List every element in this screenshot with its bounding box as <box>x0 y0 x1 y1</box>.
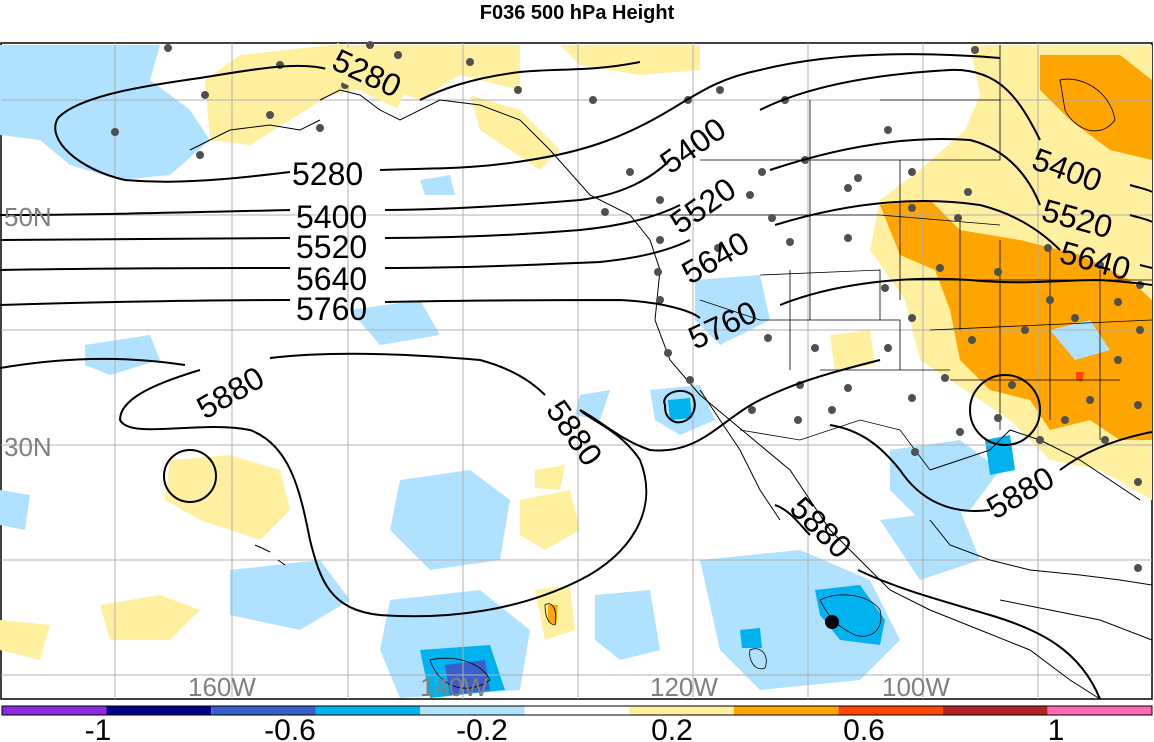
yellow-anomaly-region <box>100 595 200 640</box>
coastlines <box>189 89 1153 700</box>
yellow-anomaly-region <box>165 455 290 540</box>
anomaly-shading <box>0 45 1152 698</box>
yellow-anomaly-region <box>535 465 565 490</box>
colorbar-swatches <box>2 706 1152 715</box>
blue-anomaly-region <box>880 510 980 580</box>
map-title: F036 500 hPa Height <box>479 2 675 24</box>
blue-anomaly-region <box>668 398 692 420</box>
height-contours <box>0 53 1153 700</box>
lon-label-140w: 140W <box>420 672 488 700</box>
lat-label-30n: 30N <box>4 432 52 462</box>
colorbar-tick-label: 1 <box>1048 714 1065 742</box>
orange-anomaly-region <box>1040 55 1152 160</box>
colorbar-tick-label: -0.2 <box>456 714 508 742</box>
colorbar-swatch <box>733 706 839 715</box>
colorbar-swatch <box>1047 706 1152 715</box>
colorbar-swatch <box>524 706 630 715</box>
yellow-anomaly-region <box>830 330 875 370</box>
colorbar-swatch <box>106 706 211 715</box>
yellow-anomaly-region <box>470 95 560 170</box>
blue-anomaly-region <box>230 560 350 630</box>
blue-anomaly-region <box>740 628 762 648</box>
colorbar-tick-label: -0.6 <box>264 714 316 742</box>
station-dots <box>111 41 1144 572</box>
lon-label-160w: 160W <box>188 672 256 700</box>
axis-labels: 50N 30N 160W 140W 120W 100W <box>4 202 950 700</box>
colorbar-ticks: -1 -0.6 -0.2 0.2 0.6 1 <box>85 714 1065 742</box>
thin-contours <box>429 78 1116 689</box>
colorbar: -1 -0.6 -0.2 0.2 0.6 1 <box>1 705 1153 742</box>
colorbar-frame <box>1 705 1153 716</box>
yellow-anomaly-region <box>0 620 50 660</box>
colorbar-swatch <box>838 706 943 715</box>
colorbar-swatch <box>629 706 734 715</box>
colorbar-swatch <box>315 706 421 715</box>
colorbar-swatch <box>2 706 107 715</box>
yellow-anomaly-region <box>205 45 520 145</box>
colorbar-swatch <box>211 706 316 715</box>
blue-anomaly-region <box>85 335 160 375</box>
colorbar-swatch <box>420 706 525 715</box>
yellow-anomaly-region <box>520 490 580 550</box>
colorbar-swatch <box>942 706 1048 715</box>
contour-label: 5280 <box>292 156 363 192</box>
height-map: 5280 5280 5400 5520 5640 5760 5880 5880 … <box>0 41 1153 700</box>
marked-point <box>825 615 839 629</box>
blue-anomaly-region <box>390 470 510 570</box>
contour-label: 5760 <box>296 291 367 327</box>
lon-label-100w: 100W <box>882 672 950 700</box>
lon-label-120w: 120W <box>650 672 718 700</box>
blue-anomaly-region <box>890 440 1000 520</box>
red-anomaly-region <box>1076 372 1084 382</box>
lat-label-50n: 50N <box>4 202 52 232</box>
blue-anomaly-region <box>420 175 455 195</box>
colorbar-tick-label: -1 <box>85 714 112 742</box>
blue-anomaly-region <box>350 300 440 345</box>
blue-anomaly-region <box>695 275 770 345</box>
colorbar-tick-label: 0.2 <box>651 714 693 742</box>
contour-label: 5640 <box>296 261 367 297</box>
colorbar-tick-label: 0.6 <box>843 714 885 742</box>
blue-anomaly-region <box>595 590 660 660</box>
blue-anomaly-region <box>0 45 210 180</box>
contour-label: 5400 <box>296 199 367 235</box>
blue-anomaly-region <box>0 490 30 530</box>
contour-label: 5520 <box>296 229 367 265</box>
